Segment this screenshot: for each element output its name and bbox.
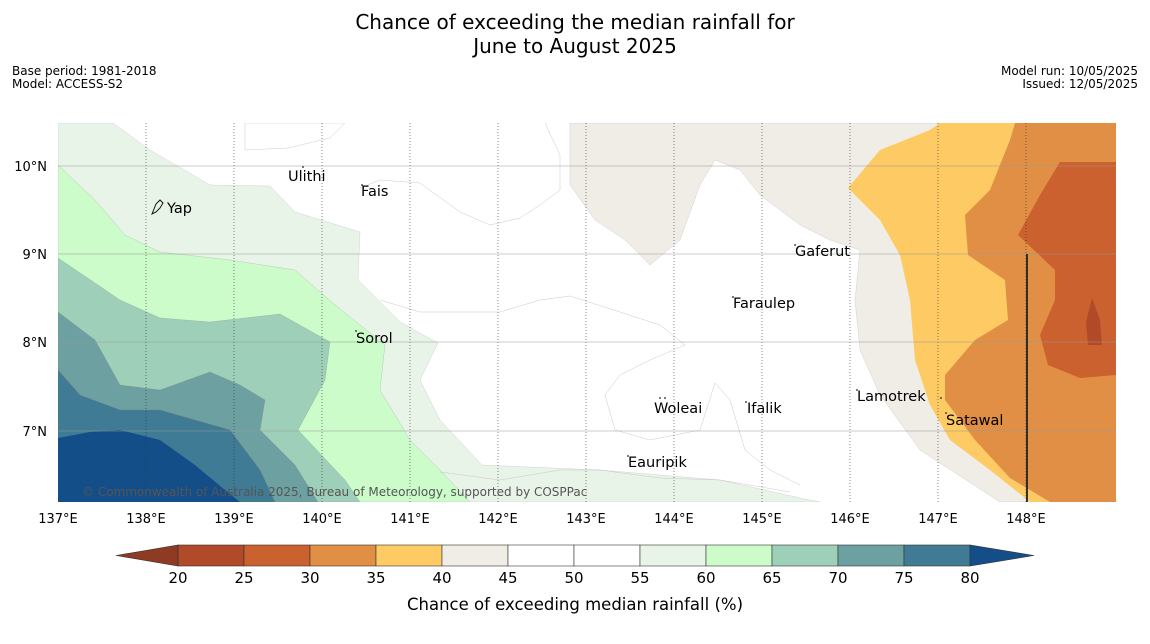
- colorbar-segment: [243, 544, 311, 567]
- lon-tick: 144°E: [654, 512, 694, 527]
- place-yap: Yap: [166, 201, 192, 217]
- colorbar-tick-label: 50: [564, 569, 583, 587]
- lat-lines: [58, 165, 1116, 432]
- lon-tick: 138°E: [126, 512, 166, 527]
- rainfall-map: [58, 123, 1116, 502]
- lat-tick: 9°N: [23, 248, 48, 263]
- meta-left: Base period: 1981-2018 Model: ACCESS-S2: [12, 65, 157, 91]
- band-25: [1086, 298, 1102, 345]
- colorbar-segment: [573, 544, 641, 567]
- colorbar-segment: [441, 544, 509, 567]
- colorbar-tick-label: 65: [762, 569, 781, 587]
- colorbar-title: Chance of exceeding median rainfall (%): [407, 595, 743, 614]
- colorbar-tick-label: 60: [696, 569, 715, 587]
- place-lamotrek: Lamotrek: [857, 389, 926, 405]
- colorbar-segment: [639, 544, 707, 567]
- copyright-text: © Commonwealth of Australia 2025, Bureau…: [82, 485, 587, 499]
- lon-tick: 141°E: [390, 512, 430, 527]
- colorbar-segment: [771, 544, 839, 567]
- model-name: Model: ACCESS-S2: [12, 77, 124, 91]
- lon-tick: 140°E: [302, 512, 342, 527]
- lon-tick: 143°E: [566, 512, 606, 527]
- place-ifalik: Ifalik: [747, 401, 782, 417]
- lon-tick: 137°E: [38, 512, 78, 527]
- place-sorol: Sorol: [356, 331, 393, 347]
- map-title: Chance of exceeding the median rainfall …: [0, 10, 1150, 58]
- colorbar-low-arrow: [115, 544, 179, 567]
- contour-45-centre: [359, 123, 561, 226]
- colorbar-tick-label: 30: [300, 569, 319, 587]
- place-eauripik: Eauripik: [628, 455, 687, 471]
- colorbar-tick-label: 75: [894, 569, 913, 587]
- colorbar-tick-label: 80: [960, 569, 979, 587]
- band-80: [58, 430, 240, 502]
- title-line-2: June to August 2025: [473, 34, 677, 58]
- island-dots: [302, 166, 947, 457]
- lon-tick: 139°E: [214, 512, 254, 527]
- band-50-inner: [244, 123, 346, 151]
- place-ulithi: Ulithi: [288, 169, 326, 185]
- colorbar-high-arrow: [969, 544, 1035, 567]
- graticule: [145, 123, 1027, 502]
- lat-tick: 10°N: [14, 160, 47, 175]
- issued-date: Issued: 12/05/2025: [1022, 77, 1138, 91]
- colorbar-segment: [903, 544, 971, 567]
- lon-tick: 145°E: [742, 512, 782, 527]
- lat-ticks: 10°N 9°N 8°N 7°N: [14, 160, 47, 440]
- colorbar-tick-label: 70: [828, 569, 847, 587]
- colorbar-tick-label: 35: [366, 569, 385, 587]
- place-woleai: Woleai: [654, 401, 702, 417]
- colorbar-segment: [837, 544, 905, 567]
- lat-tick: 7°N: [23, 425, 48, 440]
- lon-tick: 142°E: [478, 512, 518, 527]
- title-line-1: Chance of exceeding the median rainfall …: [355, 10, 795, 34]
- colorbar-segment: [177, 544, 245, 567]
- lon-tick: 146°E: [830, 512, 870, 527]
- place-satawal: Satawal: [946, 413, 1003, 429]
- model-run: Model run: 10/05/2025: [1000, 64, 1138, 78]
- lon-tick: 147°E: [918, 512, 958, 527]
- colorbar-tick-label: 45: [498, 569, 517, 587]
- place-labels: Ulithi Fais Yap Gaferut Faraulep Sorol L…: [166, 169, 1003, 471]
- base-period: Base period: 1981-2018: [12, 64, 157, 78]
- colorbar-tick-label: 20: [168, 569, 187, 587]
- place-gaferut: Gaferut: [795, 244, 850, 260]
- colorbar-segment: [309, 544, 377, 567]
- contour-south: [439, 469, 791, 493]
- place-faraulep: Faraulep: [733, 296, 795, 312]
- colorbar-tick-label: 25: [234, 569, 253, 587]
- lon-ticks: 137°E 138°E 139°E 140°E 141°E 142°E 143°…: [38, 512, 1046, 527]
- colorbar-segment: [375, 544, 443, 567]
- lat-tick: 8°N: [23, 336, 48, 351]
- meta-right: Model run: 10/05/2025 Issued: 12/05/2025: [1001, 65, 1138, 91]
- colorbar-segment: [705, 544, 773, 567]
- place-fais: Fais: [361, 184, 388, 200]
- contour-central: [379, 295, 801, 486]
- colorbar-tick-label: 40: [432, 569, 451, 587]
- lon-tick: 148°E: [1006, 512, 1046, 527]
- colorbar: 20 25 30 35 40 45 50 55 60 65 70 75 80: [115, 544, 1035, 587]
- yap-island-icon: [151, 199, 164, 216]
- colorbar-tick-label: 55: [630, 569, 649, 587]
- colorbar-segment: [507, 544, 575, 567]
